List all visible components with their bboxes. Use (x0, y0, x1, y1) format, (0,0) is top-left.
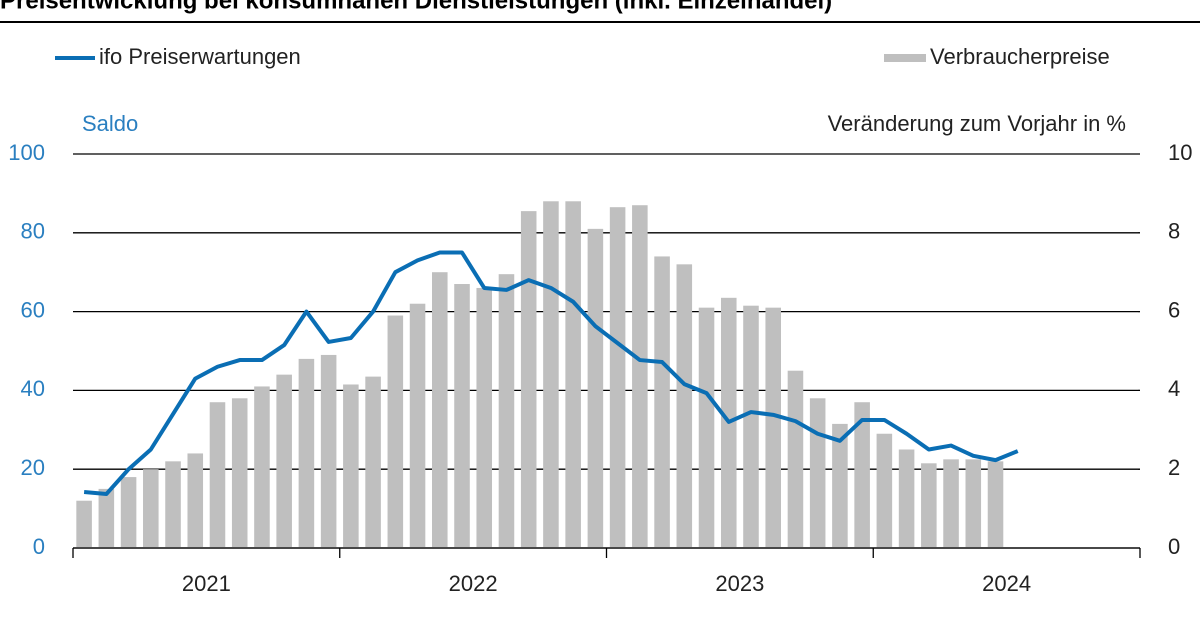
bar (432, 272, 448, 548)
x-group-label: 2022 (449, 571, 498, 596)
bar (98, 488, 115, 548)
y-tick-label: 20 (21, 455, 45, 480)
bar (343, 384, 359, 548)
y2-tick-label: 0 (1168, 534, 1180, 559)
x-group-label: 2021 (182, 571, 231, 596)
bar (498, 274, 515, 548)
y2-tick-label: 6 (1168, 297, 1180, 322)
bar (254, 386, 270, 548)
bar (276, 374, 292, 548)
y2-tick-label: 4 (1168, 376, 1180, 401)
bar (876, 433, 893, 548)
bar (654, 256, 670, 548)
bar (787, 370, 804, 548)
y2-tick-label: 2 (1168, 455, 1180, 480)
y2-tick-label: 10 (1168, 140, 1192, 165)
bar (120, 477, 137, 548)
y-tick-label: 100 (8, 140, 45, 165)
legend-label: ifo Preiserwartungen (99, 44, 301, 69)
chart-title: Preisentwicklung bei konsumnahen Dienstl… (0, 0, 832, 14)
y-tick-label: 40 (21, 376, 45, 401)
bar (898, 449, 915, 548)
bar (76, 500, 92, 548)
bar (943, 459, 959, 548)
x-group-label: 2024 (982, 571, 1031, 596)
bar (165, 461, 181, 548)
bar (832, 423, 848, 548)
bar (609, 207, 626, 548)
bar (987, 461, 1004, 548)
bar (476, 287, 493, 548)
bar (743, 305, 759, 548)
bar (632, 205, 648, 548)
bar (143, 469, 159, 548)
bar (698, 307, 715, 548)
bar (676, 264, 693, 548)
x-group-label: 2023 (715, 571, 764, 596)
bar (187, 453, 204, 548)
y-axis-label: Saldo (82, 111, 138, 136)
bar (387, 315, 404, 548)
bar (587, 228, 604, 549)
y-tick-label: 0 (33, 534, 45, 559)
y2-axis-label: Veränderung zum Vorjahr in % (828, 111, 1126, 136)
bar (565, 201, 581, 548)
bar (520, 211, 537, 548)
bar (298, 358, 315, 548)
bar (854, 402, 870, 548)
bar (921, 463, 937, 548)
y-tick-label: 80 (21, 219, 45, 244)
line (83, 250, 1019, 497)
bar (409, 303, 426, 548)
bar (320, 354, 337, 548)
bar (809, 398, 826, 548)
y-tick-label: 60 (21, 297, 45, 322)
bar (543, 201, 559, 548)
bar (454, 284, 470, 548)
bar (765, 307, 781, 548)
legend-label: Verbraucherpreise (930, 44, 1110, 69)
y2-tick-label: 8 (1168, 219, 1180, 244)
bar (209, 402, 226, 548)
bar (965, 459, 982, 548)
bar (231, 398, 248, 548)
bar (365, 376, 381, 548)
